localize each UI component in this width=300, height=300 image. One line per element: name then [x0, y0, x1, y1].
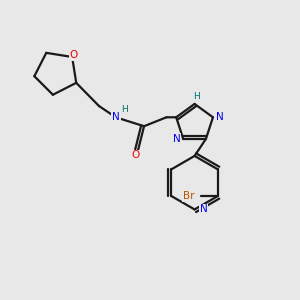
Text: N: N [216, 112, 224, 122]
Text: N: N [173, 134, 181, 144]
Text: H: H [193, 92, 200, 101]
Text: Br: Br [183, 191, 194, 201]
Text: O: O [132, 150, 140, 160]
Text: O: O [70, 50, 78, 61]
Text: N: N [200, 204, 207, 214]
Text: H: H [121, 105, 128, 114]
Text: N: N [112, 112, 120, 122]
